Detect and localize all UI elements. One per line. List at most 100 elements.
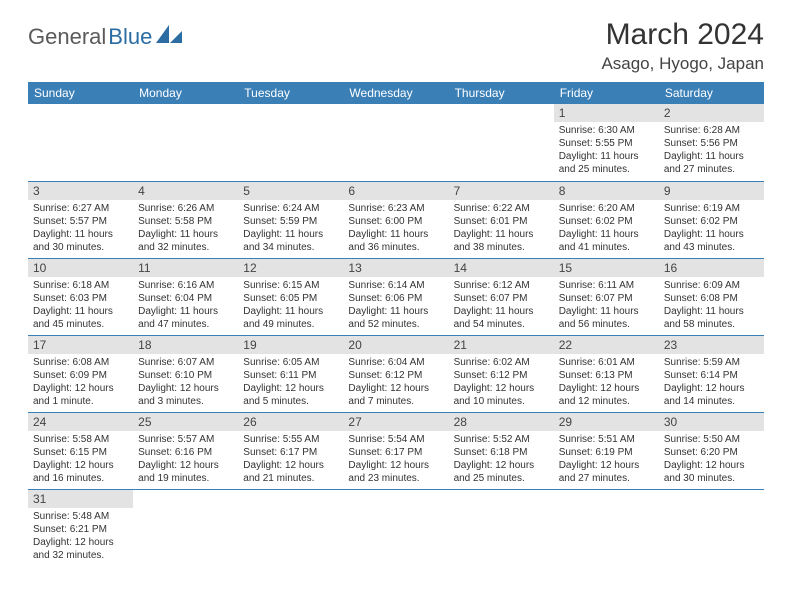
day-cell: 10Sunrise: 6:18 AMSunset: 6:03 PMDayligh… <box>28 258 133 335</box>
day-info: Sunrise: 6:07 AMSunset: 6:10 PMDaylight:… <box>133 354 238 411</box>
day-header: Wednesday <box>343 82 448 104</box>
day-cell: 5Sunrise: 6:24 AMSunset: 5:59 PMDaylight… <box>238 181 343 258</box>
day-cell: 26Sunrise: 5:55 AMSunset: 6:17 PMDayligh… <box>238 412 343 489</box>
day-number: 28 <box>449 413 554 431</box>
day-cell: 11Sunrise: 6:16 AMSunset: 6:04 PMDayligh… <box>133 258 238 335</box>
day-number: 30 <box>659 413 764 431</box>
day-cell: 18Sunrise: 6:07 AMSunset: 6:10 PMDayligh… <box>133 335 238 412</box>
day-info: Sunrise: 6:16 AMSunset: 6:04 PMDaylight:… <box>133 277 238 334</box>
day-number: 25 <box>133 413 238 431</box>
day-cell: 14Sunrise: 6:12 AMSunset: 6:07 PMDayligh… <box>449 258 554 335</box>
day-number: 31 <box>28 490 133 508</box>
day-info: Sunrise: 6:28 AMSunset: 5:56 PMDaylight:… <box>659 122 764 179</box>
day-cell: 27Sunrise: 5:54 AMSunset: 6:17 PMDayligh… <box>343 412 448 489</box>
day-info: Sunrise: 6:04 AMSunset: 6:12 PMDaylight:… <box>343 354 448 411</box>
day-info: Sunrise: 6:02 AMSunset: 6:12 PMDaylight:… <box>449 354 554 411</box>
day-number: 22 <box>554 336 659 354</box>
day-header: Tuesday <box>238 82 343 104</box>
day-cell: 23Sunrise: 5:59 AMSunset: 6:14 PMDayligh… <box>659 335 764 412</box>
day-info: Sunrise: 5:59 AMSunset: 6:14 PMDaylight:… <box>659 354 764 411</box>
day-info: Sunrise: 6:22 AMSunset: 6:01 PMDaylight:… <box>449 200 554 257</box>
empty-cell <box>343 489 448 566</box>
day-cell: 30Sunrise: 5:50 AMSunset: 6:20 PMDayligh… <box>659 412 764 489</box>
empty-cell <box>238 104 343 181</box>
day-info: Sunrise: 5:57 AMSunset: 6:16 PMDaylight:… <box>133 431 238 488</box>
day-info: Sunrise: 5:55 AMSunset: 6:17 PMDaylight:… <box>238 431 343 488</box>
day-info: Sunrise: 5:50 AMSunset: 6:20 PMDaylight:… <box>659 431 764 488</box>
day-number: 29 <box>554 413 659 431</box>
day-cell: 6Sunrise: 6:23 AMSunset: 6:00 PMDaylight… <box>343 181 448 258</box>
empty-cell <box>28 104 133 181</box>
day-info: Sunrise: 5:48 AMSunset: 6:21 PMDaylight:… <box>28 508 133 565</box>
day-number: 6 <box>343 182 448 200</box>
day-cell: 12Sunrise: 6:15 AMSunset: 6:05 PMDayligh… <box>238 258 343 335</box>
day-number: 15 <box>554 259 659 277</box>
day-cell: 8Sunrise: 6:20 AMSunset: 6:02 PMDaylight… <box>554 181 659 258</box>
brand-text-2: Blue <box>108 24 152 50</box>
day-info: Sunrise: 6:12 AMSunset: 6:07 PMDaylight:… <box>449 277 554 334</box>
day-cell: 7Sunrise: 6:22 AMSunset: 6:01 PMDaylight… <box>449 181 554 258</box>
day-number: 13 <box>343 259 448 277</box>
empty-cell <box>238 489 343 566</box>
day-header: Saturday <box>659 82 764 104</box>
day-info: Sunrise: 6:23 AMSunset: 6:00 PMDaylight:… <box>343 200 448 257</box>
day-header: Monday <box>133 82 238 104</box>
empty-cell <box>449 489 554 566</box>
day-number: 9 <box>659 182 764 200</box>
day-number: 12 <box>238 259 343 277</box>
day-info: Sunrise: 6:01 AMSunset: 6:13 PMDaylight:… <box>554 354 659 411</box>
day-number: 18 <box>133 336 238 354</box>
day-info: Sunrise: 6:08 AMSunset: 6:09 PMDaylight:… <box>28 354 133 411</box>
day-info: Sunrise: 6:24 AMSunset: 5:59 PMDaylight:… <box>238 200 343 257</box>
day-cell: 29Sunrise: 5:51 AMSunset: 6:19 PMDayligh… <box>554 412 659 489</box>
day-info: Sunrise: 5:54 AMSunset: 6:17 PMDaylight:… <box>343 431 448 488</box>
day-number: 1 <box>554 104 659 122</box>
day-info: Sunrise: 6:27 AMSunset: 5:57 PMDaylight:… <box>28 200 133 257</box>
day-number: 10 <box>28 259 133 277</box>
brand-logo: General Blue <box>28 24 182 50</box>
day-cell: 1Sunrise: 6:30 AMSunset: 5:55 PMDaylight… <box>554 104 659 181</box>
day-cell: 22Sunrise: 6:01 AMSunset: 6:13 PMDayligh… <box>554 335 659 412</box>
day-number: 4 <box>133 182 238 200</box>
month-title: March 2024 <box>601 18 764 52</box>
empty-cell <box>659 489 764 566</box>
calendar-table: SundayMondayTuesdayWednesdayThursdayFrid… <box>28 82 764 566</box>
day-number: 7 <box>449 182 554 200</box>
location-text: Asago, Hyogo, Japan <box>601 54 764 74</box>
day-info: Sunrise: 6:15 AMSunset: 6:05 PMDaylight:… <box>238 277 343 334</box>
day-number: 26 <box>238 413 343 431</box>
day-number: 19 <box>238 336 343 354</box>
day-cell: 16Sunrise: 6:09 AMSunset: 6:08 PMDayligh… <box>659 258 764 335</box>
day-info: Sunrise: 6:14 AMSunset: 6:06 PMDaylight:… <box>343 277 448 334</box>
day-number: 21 <box>449 336 554 354</box>
day-cell: 21Sunrise: 6:02 AMSunset: 6:12 PMDayligh… <box>449 335 554 412</box>
day-cell: 17Sunrise: 6:08 AMSunset: 6:09 PMDayligh… <box>28 335 133 412</box>
day-info: Sunrise: 6:26 AMSunset: 5:58 PMDaylight:… <box>133 200 238 257</box>
day-info: Sunrise: 6:11 AMSunset: 6:07 PMDaylight:… <box>554 277 659 334</box>
brand-text-1: General <box>28 24 106 50</box>
day-cell: 25Sunrise: 5:57 AMSunset: 6:16 PMDayligh… <box>133 412 238 489</box>
day-number: 5 <box>238 182 343 200</box>
empty-cell <box>133 104 238 181</box>
day-header: Friday <box>554 82 659 104</box>
day-cell: 28Sunrise: 5:52 AMSunset: 6:18 PMDayligh… <box>449 412 554 489</box>
empty-cell <box>133 489 238 566</box>
day-info: Sunrise: 6:19 AMSunset: 6:02 PMDaylight:… <box>659 200 764 257</box>
day-number: 14 <box>449 259 554 277</box>
day-cell: 15Sunrise: 6:11 AMSunset: 6:07 PMDayligh… <box>554 258 659 335</box>
day-cell: 13Sunrise: 6:14 AMSunset: 6:06 PMDayligh… <box>343 258 448 335</box>
day-cell: 24Sunrise: 5:58 AMSunset: 6:15 PMDayligh… <box>28 412 133 489</box>
day-number: 16 <box>659 259 764 277</box>
day-cell: 4Sunrise: 6:26 AMSunset: 5:58 PMDaylight… <box>133 181 238 258</box>
day-number: 11 <box>133 259 238 277</box>
day-info: Sunrise: 6:05 AMSunset: 6:11 PMDaylight:… <box>238 354 343 411</box>
day-info: Sunrise: 5:52 AMSunset: 6:18 PMDaylight:… <box>449 431 554 488</box>
day-number: 8 <box>554 182 659 200</box>
day-number: 27 <box>343 413 448 431</box>
day-header: Sunday <box>28 82 133 104</box>
day-number: 24 <box>28 413 133 431</box>
day-cell: 9Sunrise: 6:19 AMSunset: 6:02 PMDaylight… <box>659 181 764 258</box>
day-cell: 2Sunrise: 6:28 AMSunset: 5:56 PMDaylight… <box>659 104 764 181</box>
day-info: Sunrise: 6:18 AMSunset: 6:03 PMDaylight:… <box>28 277 133 334</box>
day-info: Sunrise: 6:20 AMSunset: 6:02 PMDaylight:… <box>554 200 659 257</box>
